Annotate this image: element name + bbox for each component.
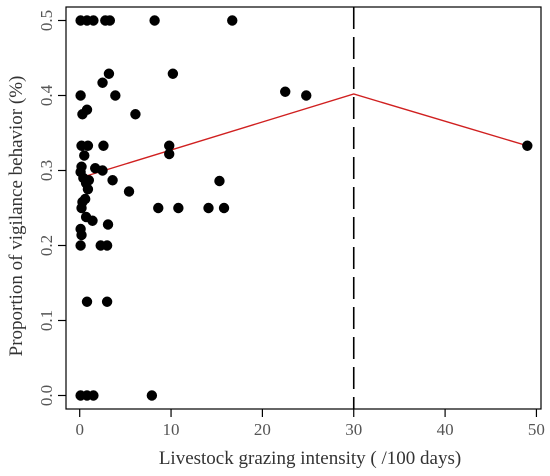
- plot-frame: [65, 6, 542, 410]
- data-point: [214, 175, 225, 187]
- data-point: [130, 109, 141, 120]
- data-point: [79, 193, 91, 205]
- fit-line-layer: [79, 93, 528, 179]
- data-point: [146, 390, 158, 401]
- data-point: [97, 77, 108, 88]
- data-point: [79, 150, 90, 161]
- data-point: [87, 215, 98, 226]
- data-point: [81, 296, 93, 307]
- data-point: [83, 175, 95, 186]
- data-point: [280, 86, 291, 97]
- data-point: [88, 15, 99, 26]
- data-point: [107, 175, 118, 186]
- data-point: [82, 184, 94, 195]
- x-tick-label: 30: [345, 420, 362, 439]
- data-point: [98, 140, 109, 151]
- fit-line: [79, 93, 528, 179]
- y-tick-label: 0.5: [37, 10, 56, 31]
- data-point: [104, 15, 116, 26]
- plot-border: [65, 6, 542, 410]
- data-point: [97, 165, 108, 176]
- data-point: [82, 140, 94, 151]
- data-points: [75, 15, 533, 401]
- data-point: [102, 219, 114, 230]
- x-axis-ticks: 0 10 20 30 40 50: [75, 409, 545, 439]
- x-tick-label: 40: [437, 420, 454, 439]
- y-tick-label: 0.3: [37, 160, 56, 181]
- data-point: [164, 148, 175, 160]
- data-point: [149, 15, 160, 26]
- data-point: [101, 240, 113, 251]
- x-tick-label: 50: [528, 420, 545, 439]
- data-point: [227, 15, 238, 26]
- data-point: [88, 390, 99, 401]
- x-tick-label: 20: [254, 420, 271, 439]
- data-point: [81, 104, 93, 115]
- data-point: [203, 202, 214, 214]
- data-point: [164, 140, 175, 151]
- data-point: [76, 202, 87, 214]
- x-tick-label: 0: [75, 420, 84, 439]
- data-point: [110, 90, 121, 101]
- data-point: [167, 68, 179, 79]
- data-point: [153, 202, 164, 214]
- data-point: [103, 68, 115, 79]
- data-point: [522, 140, 533, 151]
- y-tick-label: 0.0: [37, 385, 56, 406]
- data-point: [75, 240, 86, 251]
- y-axis-ticks: 0.0 0.1 0.2 0.3 0.4 0.5: [37, 10, 66, 406]
- y-tick-label: 0.4: [37, 84, 56, 106]
- y-tick-label: 0.1: [37, 310, 56, 331]
- data-point: [101, 296, 113, 307]
- data-point: [173, 202, 184, 214]
- data-point: [301, 90, 312, 101]
- data-point: [123, 186, 135, 197]
- x-tick-label: 10: [163, 420, 180, 439]
- data-point: [76, 229, 87, 241]
- data-point: [75, 90, 86, 101]
- y-axis-label: Proportion of vigilance behavior (%): [6, 76, 27, 357]
- x-axis-label: Livestock grazing intensity ( /100 days): [159, 448, 461, 469]
- data-point: [218, 202, 230, 214]
- y-tick-label: 0.2: [37, 235, 56, 256]
